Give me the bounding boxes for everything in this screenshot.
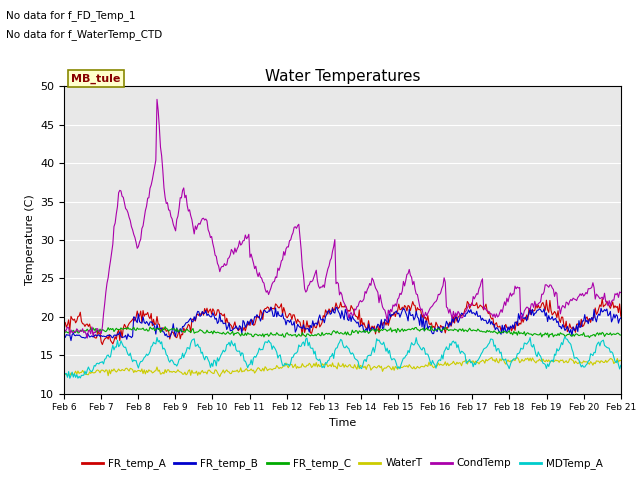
Text: No data for f_FD_Temp_1: No data for f_FD_Temp_1 [6, 10, 136, 21]
X-axis label: Time: Time [329, 418, 356, 428]
Y-axis label: Temperature (C): Temperature (C) [24, 194, 35, 286]
Title: Water Temperatures: Water Temperatures [265, 69, 420, 84]
Legend: FR_temp_A, FR_temp_B, FR_temp_C, WaterT, CondTemp, MDTemp_A: FR_temp_A, FR_temp_B, FR_temp_C, WaterT,… [78, 454, 607, 473]
Text: MB_tule: MB_tule [71, 73, 120, 84]
Text: No data for f_WaterTemp_CTD: No data for f_WaterTemp_CTD [6, 29, 163, 40]
